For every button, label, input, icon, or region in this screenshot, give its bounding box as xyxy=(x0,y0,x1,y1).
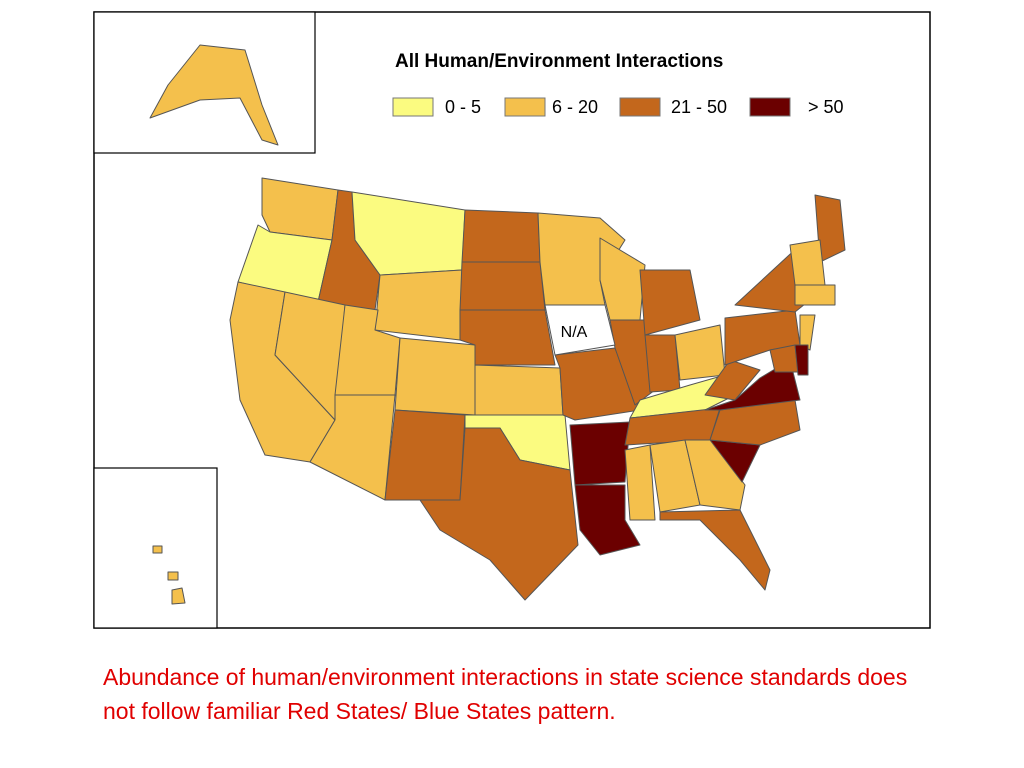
state xyxy=(684,439,746,511)
state xyxy=(639,269,701,336)
state xyxy=(789,239,826,286)
legend-title: All Human/Environment Interactions xyxy=(395,51,723,72)
state xyxy=(574,484,641,556)
legend-label: 6 - 20 xyxy=(552,97,598,117)
state xyxy=(167,571,179,581)
state xyxy=(171,587,186,605)
state xyxy=(419,427,579,601)
state xyxy=(674,324,726,381)
caption: Abundance of human/environment interacti… xyxy=(103,664,908,724)
state xyxy=(384,409,466,501)
state-no-data xyxy=(544,304,616,356)
state xyxy=(704,359,761,401)
legend-label: 21 - 50 xyxy=(671,97,727,117)
state xyxy=(769,344,799,373)
legend-swatch xyxy=(749,97,791,117)
map: N/A All Human/Environment Interactions 0… xyxy=(93,11,931,629)
legend-label: 0 - 5 xyxy=(445,97,481,117)
state xyxy=(814,194,846,263)
state xyxy=(152,545,163,554)
state xyxy=(309,394,396,501)
state xyxy=(394,337,476,416)
state xyxy=(374,269,463,341)
state xyxy=(474,364,564,416)
state xyxy=(659,509,771,591)
legend: 0 - 5 6 - 20 21 - 50 > 50 xyxy=(392,97,844,117)
legend-swatch xyxy=(504,97,546,117)
state xyxy=(799,314,816,351)
state xyxy=(644,334,681,393)
state xyxy=(569,421,631,486)
state xyxy=(461,209,541,263)
state xyxy=(794,344,809,376)
state xyxy=(794,284,836,306)
state xyxy=(459,261,546,311)
state xyxy=(537,212,626,306)
legend-swatch xyxy=(619,97,661,117)
state xyxy=(624,444,656,521)
na-label: N/A xyxy=(561,324,588,341)
legend-label: > 50 xyxy=(808,97,844,117)
legend-swatch xyxy=(392,97,434,117)
state xyxy=(149,44,279,146)
